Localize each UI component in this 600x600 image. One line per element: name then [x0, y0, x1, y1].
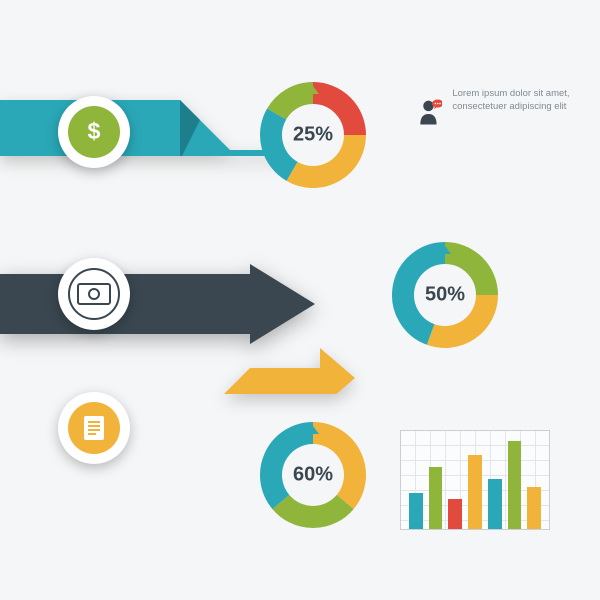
- bar: [468, 455, 482, 529]
- person-text-block: Lorem ipsum dolor sit amet, consectetuer…: [418, 88, 588, 140]
- icon-dollar: $: [58, 96, 130, 168]
- document-icon: [82, 414, 106, 442]
- donut-50-label: 50%: [425, 284, 465, 307]
- bar: [527, 487, 541, 529]
- icon-document: [58, 392, 130, 464]
- donut-25-label: 25%: [293, 124, 333, 147]
- icon-banknote: [58, 258, 130, 330]
- lorem-text: Lorem ipsum dolor sit amet, consectetuer…: [452, 88, 588, 140]
- bar: [508, 441, 522, 529]
- dollar-icon: $: [80, 118, 108, 146]
- ribbon-middle-arrow: [0, 264, 320, 344]
- donut-25: 25%: [258, 80, 368, 190]
- donut-50: 50%: [390, 240, 500, 350]
- banknote-icon: [77, 283, 111, 305]
- svg-text:$: $: [88, 118, 101, 144]
- donut-60: 60%: [258, 420, 368, 530]
- donut-60-label: 60%: [293, 464, 333, 487]
- bar-chart: [400, 430, 550, 530]
- ribbon-bottom: [0, 338, 370, 394]
- bar: [488, 479, 502, 529]
- person-icon: [418, 88, 442, 140]
- bar: [448, 499, 462, 529]
- bar: [409, 493, 423, 529]
- bar: [429, 467, 443, 529]
